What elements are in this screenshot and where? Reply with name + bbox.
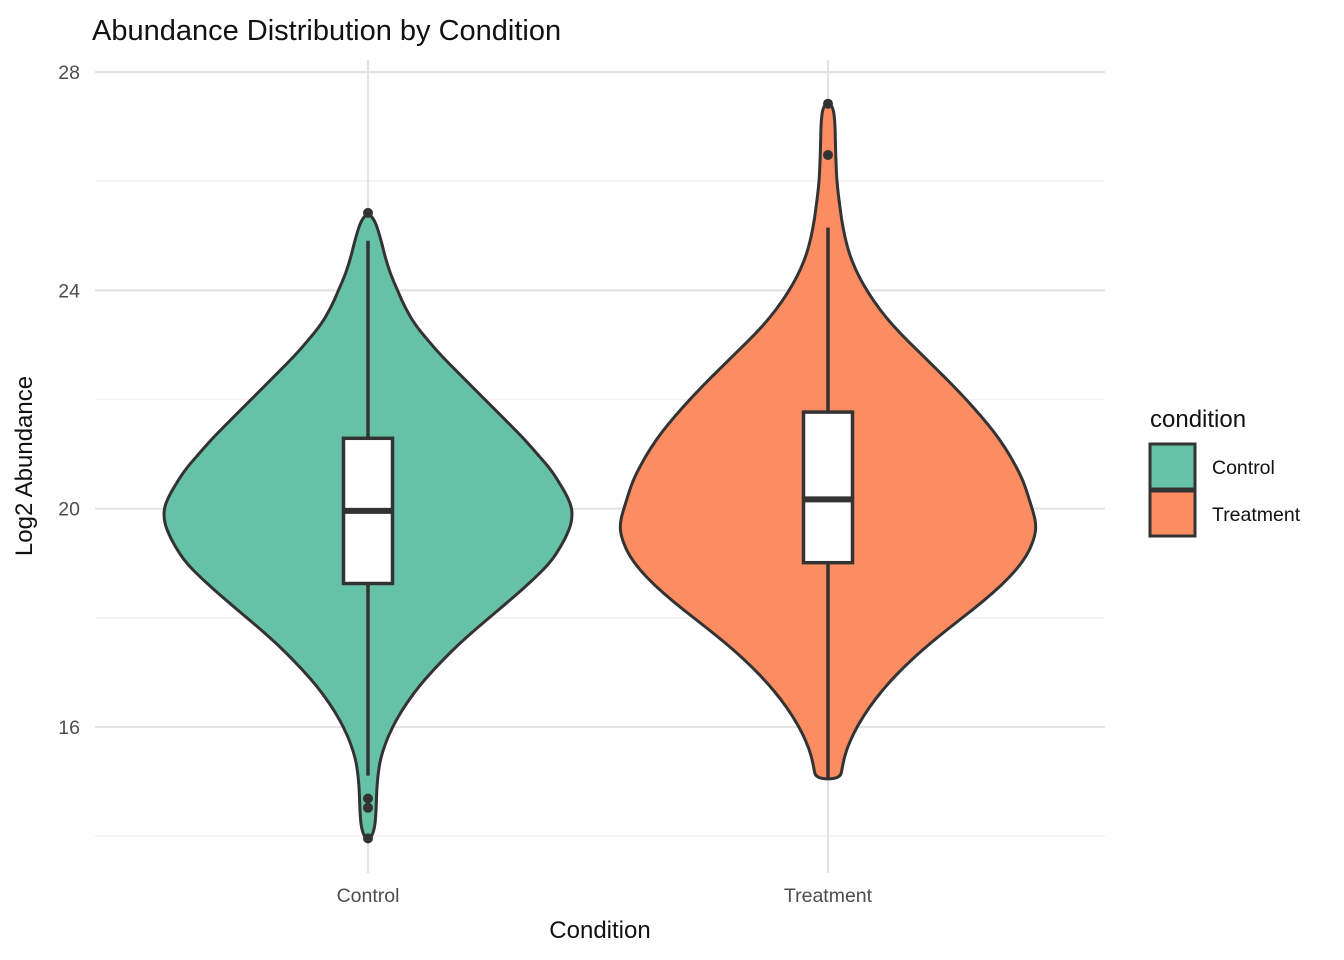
- legend: condition Control Treatment: [1148, 406, 1301, 538]
- control-outlier-point: [363, 802, 373, 813]
- treatment-outlier-point: [823, 150, 833, 160]
- legend-label-treatment: Treatment: [1212, 504, 1301, 526]
- violin-layer: [162, 98, 1038, 844]
- control-outlier-point: [363, 833, 373, 844]
- y-tick-label: 20: [58, 499, 80, 521]
- legend-key-treatment-icon: [1148, 489, 1197, 538]
- treatment-outlier-point: [823, 98, 833, 109]
- control-outlier-point: [363, 207, 373, 218]
- axis-tick-labels: 16 20 24 28: [58, 62, 80, 739]
- y-tick-label: 24: [58, 280, 80, 302]
- y-axis-title: Log2 Abundance: [11, 376, 38, 556]
- legend-title: condition: [1150, 406, 1246, 433]
- treatment-boxplot: [801, 410, 855, 565]
- x-tick-label-treatment: Treatment: [784, 885, 873, 907]
- chart-title: Abundance Distribution by Condition: [92, 15, 561, 47]
- control-outlier-point: [363, 793, 373, 804]
- x-tick-label-control: Control: [337, 885, 400, 907]
- x-axis-title: Condition: [549, 917, 650, 944]
- legend-key-control-icon: [1148, 442, 1197, 491]
- y-tick-label: 16: [58, 717, 80, 739]
- legend-label-control: Control: [1212, 457, 1275, 479]
- y-tick-label: 28: [58, 62, 80, 84]
